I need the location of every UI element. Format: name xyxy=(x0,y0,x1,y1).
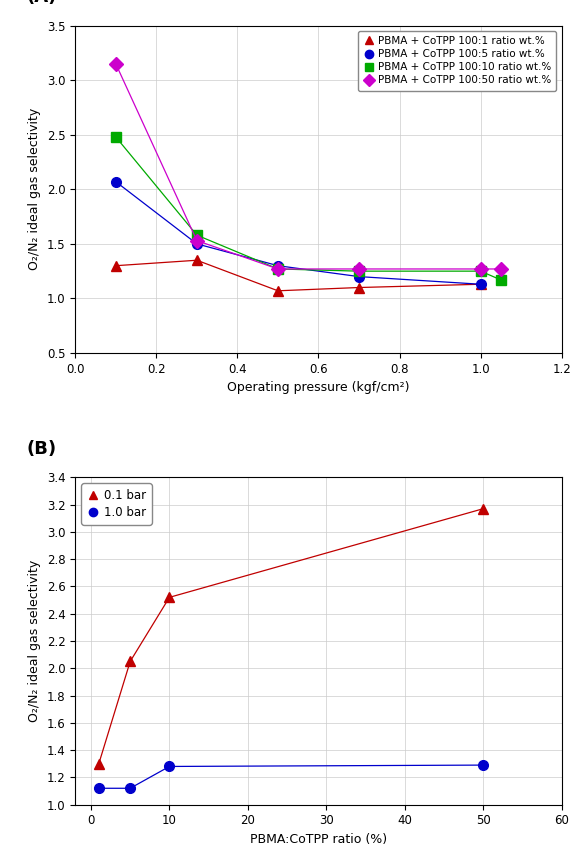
PBMA + CoTPP 100:50 ratio wt.% xyxy=(112,59,119,69)
0.1 bar xyxy=(127,657,134,667)
Line: PBMA + CoTPP 100:5 ratio wt.%: PBMA + CoTPP 100:5 ratio wt.% xyxy=(111,177,485,289)
PBMA + CoTPP 100:50 ratio wt.% xyxy=(193,235,200,246)
PBMA + CoTPP 100:5 ratio wt.% xyxy=(477,279,484,289)
1.0 bar xyxy=(166,761,173,771)
Text: (A): (A) xyxy=(27,0,57,6)
Y-axis label: O₂/N₂ ideal gas selectivity: O₂/N₂ ideal gas selectivity xyxy=(28,560,41,722)
0.1 bar xyxy=(166,592,173,603)
1.0 bar xyxy=(127,783,134,794)
PBMA + CoTPP 100:1 ratio wt.% xyxy=(193,255,200,265)
PBMA + CoTPP 100:5 ratio wt.% xyxy=(356,271,362,282)
PBMA + CoTPP 100:50 ratio wt.% xyxy=(356,264,362,274)
Y-axis label: O₂/N₂ ideal gas selectivity: O₂/N₂ ideal gas selectivity xyxy=(28,108,41,270)
PBMA + CoTPP 100:10 ratio wt.% xyxy=(477,266,484,276)
PBMA + CoTPP 100:5 ratio wt.% xyxy=(112,176,119,187)
PBMA + CoTPP 100:5 ratio wt.% xyxy=(193,239,200,249)
Line: 1.0 bar: 1.0 bar xyxy=(94,760,488,794)
PBMA + CoTPP 100:50 ratio wt.% xyxy=(497,264,504,274)
PBMA + CoTPP 100:10 ratio wt.% xyxy=(193,230,200,241)
Text: (B): (B) xyxy=(27,440,57,458)
PBMA + CoTPP 100:50 ratio wt.% xyxy=(477,264,484,274)
PBMA + CoTPP 100:10 ratio wt.% xyxy=(112,132,119,142)
PBMA + CoTPP 100:10 ratio wt.% xyxy=(274,264,281,274)
PBMA + CoTPP 100:1 ratio wt.% xyxy=(112,260,119,270)
1.0 bar xyxy=(480,760,487,770)
Legend: PBMA + CoTPP 100:1 ratio wt.%, PBMA + CoTPP 100:5 ratio wt.%, PBMA + CoTPP 100:1: PBMA + CoTPP 100:1 ratio wt.%, PBMA + Co… xyxy=(358,31,556,91)
Legend: 0.1 bar, 1.0 bar: 0.1 bar, 1.0 bar xyxy=(81,484,152,525)
Line: PBMA + CoTPP 100:10 ratio wt.%: PBMA + CoTPP 100:10 ratio wt.% xyxy=(111,132,505,285)
PBMA + CoTPP 100:1 ratio wt.% xyxy=(356,282,362,293)
X-axis label: PBMA:CoTPP ratio (%): PBMA:CoTPP ratio (%) xyxy=(250,833,387,846)
X-axis label: Operating pressure (kgf/cm²): Operating pressure (kgf/cm²) xyxy=(227,381,410,395)
Line: 0.1 bar: 0.1 bar xyxy=(94,504,488,769)
PBMA + CoTPP 100:10 ratio wt.% xyxy=(356,266,362,276)
0.1 bar xyxy=(480,503,487,514)
PBMA + CoTPP 100:5 ratio wt.% xyxy=(274,260,281,270)
PBMA + CoTPP 100:1 ratio wt.% xyxy=(274,286,281,296)
Line: PBMA + CoTPP 100:50 ratio wt.%: PBMA + CoTPP 100:50 ratio wt.% xyxy=(111,59,505,274)
PBMA + CoTPP 100:10 ratio wt.% xyxy=(497,275,504,285)
Line: PBMA + CoTPP 100:1 ratio wt.%: PBMA + CoTPP 100:1 ratio wt.% xyxy=(111,255,485,295)
0.1 bar xyxy=(96,758,102,769)
PBMA + CoTPP 100:50 ratio wt.% xyxy=(274,264,281,274)
PBMA + CoTPP 100:1 ratio wt.% xyxy=(477,279,484,289)
1.0 bar xyxy=(96,783,102,794)
